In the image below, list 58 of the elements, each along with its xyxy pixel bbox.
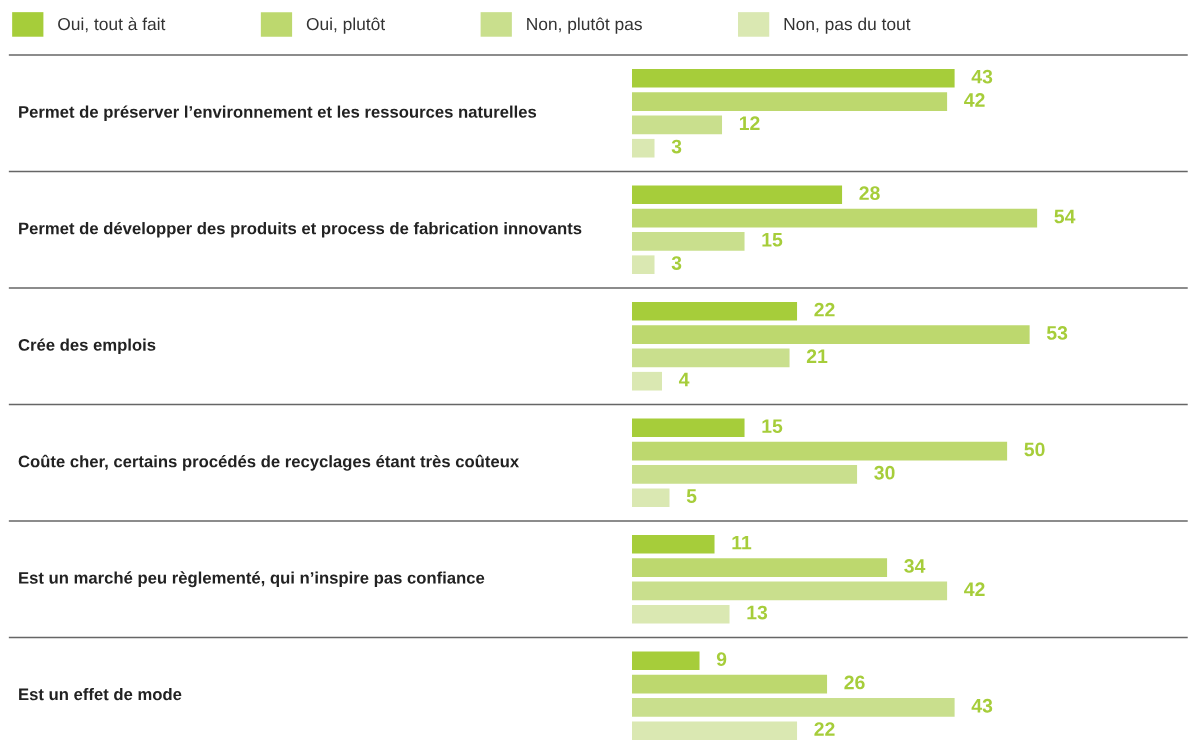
data-label: 9 <box>716 652 727 667</box>
data-label: 15 <box>762 233 783 247</box>
legend-label: Oui, tout à fait <box>58 17 166 33</box>
bar <box>632 138 655 158</box>
data-label: 11 <box>732 535 752 550</box>
bar <box>632 301 798 321</box>
bar <box>632 208 1038 228</box>
data-label: 21 <box>806 349 828 363</box>
data-label: 42 <box>964 93 985 107</box>
data-label: 26 <box>844 675 865 690</box>
bar <box>632 558 888 577</box>
data-label: 3 <box>671 139 682 154</box>
bar <box>632 325 1030 344</box>
bar <box>632 92 948 111</box>
bar <box>632 418 745 438</box>
data-label: 30 <box>874 465 895 480</box>
bar <box>632 371 663 391</box>
bar <box>632 465 858 484</box>
y-tick-label: Permet de préserver l’environnement et les ressources naturelles <box>19 105 537 122</box>
bar <box>632 488 670 508</box>
legend-label: Non, pas du tout <box>784 17 911 34</box>
bar <box>632 115 723 135</box>
data-label: 4 <box>678 372 690 387</box>
y-tick-label: Est un effet de mode <box>19 687 182 701</box>
data-label: 3 <box>671 256 682 270</box>
y-tick-label: Coûte cher, certains procédés de recyclages étant très coûteux <box>18 454 520 471</box>
y-tick-label: Est un marché peu règlementé, qui n’inspire pas confiance <box>19 571 485 588</box>
data-label: 43 <box>971 69 993 84</box>
bar <box>632 721 798 741</box>
data-label: 22 <box>814 722 835 736</box>
bar <box>632 255 655 275</box>
data-label: 5 <box>686 489 697 503</box>
data-label: 13 <box>747 605 768 620</box>
data-label: 12 <box>739 116 760 130</box>
legend-label: Oui, plutôt <box>306 17 385 34</box>
data-label: 43 <box>971 698 993 713</box>
data-label: 34 <box>904 559 926 573</box>
bar <box>632 185 843 205</box>
bar <box>632 698 955 717</box>
bar <box>632 232 745 251</box>
bar <box>632 68 955 88</box>
y-tick-label: Permet de développer des produits et process de fabrication innovants <box>19 221 582 238</box>
bar <box>632 651 700 671</box>
bar <box>632 534 715 554</box>
y-tick-label: Crée des emplois <box>18 338 156 355</box>
data-label: 50 <box>1024 442 1045 457</box>
data-label: 15 <box>762 419 783 434</box>
data-label: 22 <box>814 302 835 317</box>
bar <box>632 604 730 624</box>
data-label: 54 <box>1054 209 1076 224</box>
bar <box>632 581 948 601</box>
data-label: 42 <box>964 582 985 596</box>
legend-label: Non, plutôt pas <box>527 17 642 34</box>
data-label: 28 <box>859 186 880 201</box>
bar <box>632 441 1008 461</box>
bar <box>632 348 790 368</box>
data-label: 53 <box>1046 326 1068 340</box>
bar <box>632 674 828 694</box>
